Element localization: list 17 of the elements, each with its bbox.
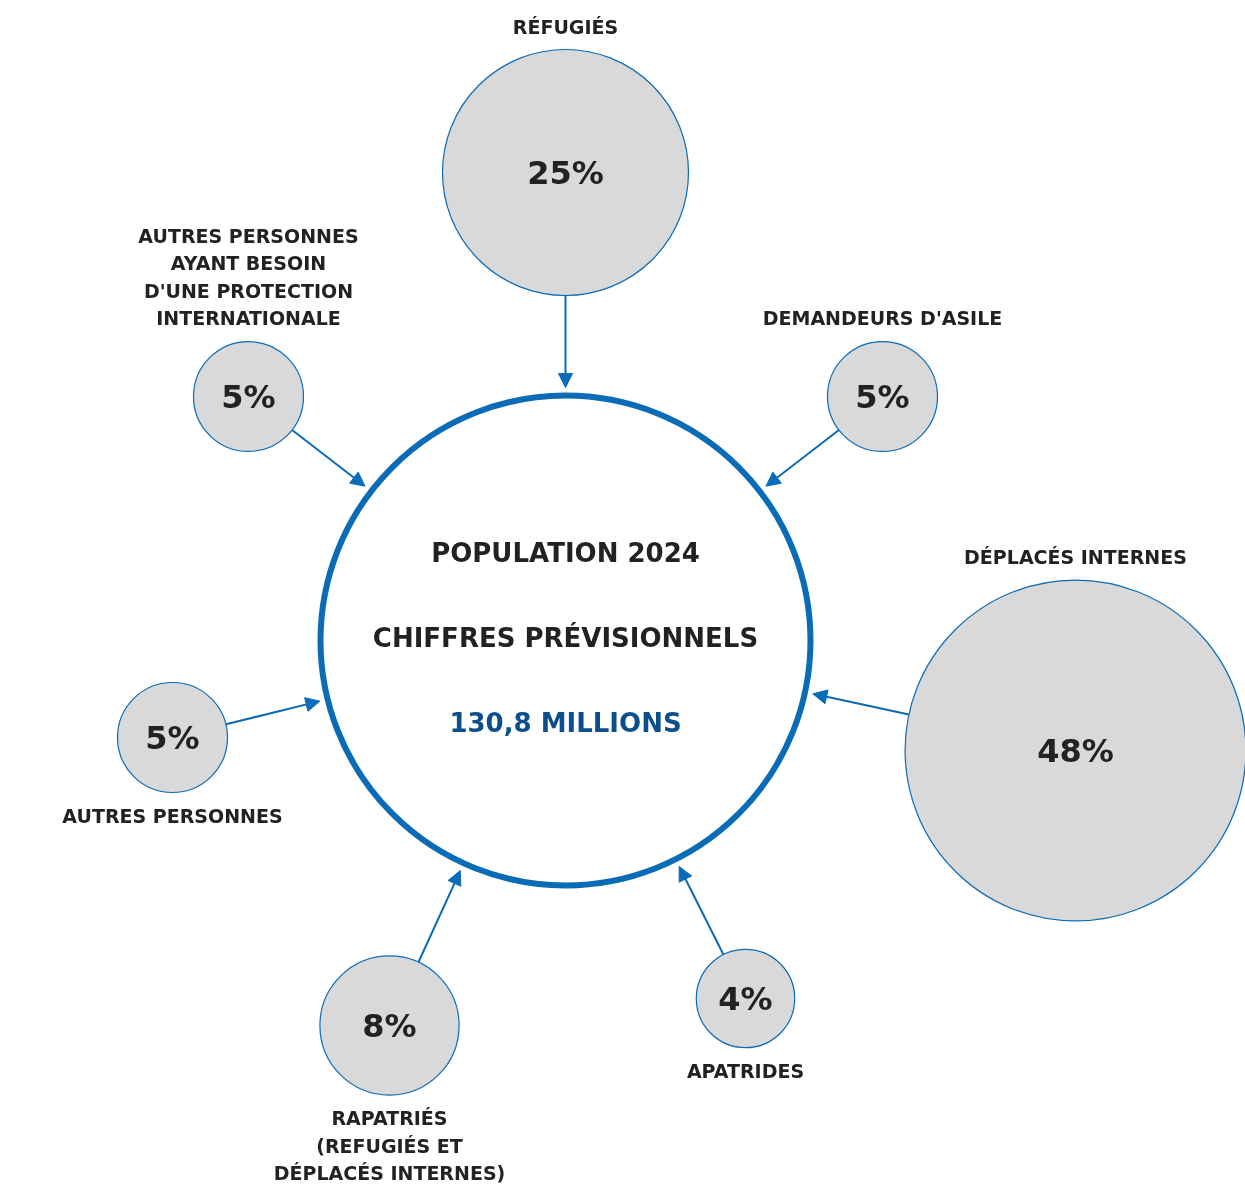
data-label: 25%	[527, 153, 604, 192]
text: CHIFFRES PRÉVISIONNELS	[372, 621, 759, 653]
data-label: 5%	[145, 718, 200, 757]
category-label: DEMANDEURS D'ASILE	[762, 307, 1003, 330]
data-label: 8%	[362, 1006, 417, 1045]
text: POPULATION 2024	[431, 537, 700, 568]
category-label: RAPATRIÉS (REFUGIÉS ET DÉPLACÉS INTERNES)	[273, 1107, 506, 1185]
category-label: AUTRES PERSONNES	[62, 804, 283, 827]
data-label: 4%	[718, 979, 773, 1018]
text: 130,8 MILLIONS	[449, 707, 682, 738]
category-label: APATRIDES	[686, 1059, 805, 1082]
category-label: AUTRES PERSONNES AYANT BESOIN D'UNE PROTECTION INTERNATIONALE	[138, 224, 359, 330]
data-label: 5%	[855, 377, 910, 416]
data-label: 48%	[1037, 731, 1114, 770]
category-label: DÉPLACÉS INTERNES	[964, 546, 1187, 569]
data-label: 5%	[221, 377, 276, 416]
category-label: RÉFUGIÉS	[512, 15, 619, 38]
